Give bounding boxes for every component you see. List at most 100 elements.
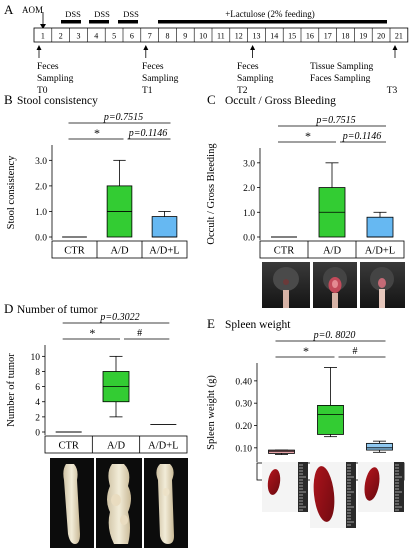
dss-bar-3 [118,20,138,24]
day-11-label: 11 [217,32,225,41]
aom-arrow-head [40,24,46,29]
panel-b-letter: B [4,92,13,107]
y-tick-label: 3.0 [35,157,47,167]
panel-c-letter: C [207,92,216,107]
chart-panel-c: C Occult / Gross Bleeding 0.0 1.0 2.0 3.0 Occu… [206,92,405,259]
dss-bar-1 [61,20,81,24]
panel-d-photos [50,458,188,548]
day-6-label: 6 [130,32,134,41]
category-table [259,240,405,259]
day-timeline-frame [33,27,409,43]
overall-p-value: p=0.3022 [99,312,139,323]
pair-p-value: # [353,346,358,357]
y-tick-label: 6 [35,383,40,393]
day-10-label: 10 [199,32,207,41]
day-20-label: 20 [377,32,385,41]
star-marker: * [303,344,309,358]
chart-title: Spleen weight [225,319,291,331]
day-2-label: 2 [59,32,63,41]
chart-panel-d: D Number of tumor 0 2 4 6 8 10 Number of tumor CT… [4,301,188,454]
box-ad [318,162,346,238]
dss-label-3: DSS [123,9,139,19]
sampling-text: Sampling [237,74,274,84]
day-timeline: 1 2 3 4 5 6 7 8 9 10 11 12 13 14 15 16 17 18 19 20 21 [33,27,409,43]
overall-p-value: p=0.7515 [315,115,355,126]
y-axis-label: Occult / Gross Bleeding [206,143,217,245]
sampling-text: T0 [37,86,48,96]
panel-e-photos [262,462,404,528]
y-axis-label: Stool consistency [6,155,17,230]
sampling-text: Sampling [37,74,74,84]
sampling-text: Feces [237,62,259,72]
spleen-photo-ctr [262,462,308,512]
overall-p-value: p=0. 8020 [313,330,356,341]
sampling-text: T1 [142,86,153,96]
spleen-photo-adl [358,462,404,512]
day-16-label: 16 [306,32,314,41]
y-tick-label: 0.0 [35,234,47,244]
y-axis-label: Spleen weight (g) [206,375,217,450]
sampling-text: Faces Sampling [310,74,371,84]
pair-p-value: p=0.1146 [128,128,168,139]
sampling-text: Tissue Sampling [310,62,374,72]
iqr-box [317,405,344,435]
category-label: A/D [107,441,126,452]
y-tick-label: 0 [35,429,40,439]
iqr-box [151,216,178,238]
mouse-photo-ad [313,262,357,308]
iqr-box [366,442,393,451]
category-label: CTR [58,441,78,452]
box-adl [366,211,394,238]
dss-bar-2 [89,20,109,24]
category-label: A/D [323,246,342,257]
y-tick-label: 0.20 [235,422,252,432]
pair-p-value: p=0.1146 [342,131,382,142]
y-tick-label: 0.0 [243,234,255,244]
category-label: CTR [274,246,294,257]
sampling-text: Sampling [142,74,179,84]
box-ad [102,355,130,418]
y-tick-label: 0.30 [235,400,252,410]
chart-title: Number of tumor [17,304,98,316]
day-3-label: 3 [77,32,81,41]
star-marker: * [94,126,100,140]
sampling-points: Feces Sampling T0 Feces Sampling T1 Feces Sampl… [36,45,398,96]
mouse-photo-adl [360,262,405,308]
sampling-arrow-head [143,45,149,50]
day-15-label: 15 [288,32,296,41]
category-label: CTR [64,246,84,257]
ruler-ticks [299,464,402,526]
category-label: A/D+L [365,246,395,257]
day-7-label: 7 [148,32,152,41]
colon-photo-adl [144,458,188,548]
y-tick-label: 3.0 [243,159,255,169]
category-table [44,435,188,454]
y-tick-label: 8 [35,368,40,378]
day-13-label: 13 [253,32,261,41]
star-marker: * [305,129,311,143]
dss-label-2: DSS [94,9,110,19]
day-1-label: 1 [41,32,45,41]
pair-p-value: # [137,328,142,339]
category-label: A/D [110,246,129,257]
panel-a-letter: A [4,2,14,17]
y-tick-label: 1.0 [243,209,255,219]
chart-panel-e: E Spleen weight 0.10 0.20 0.30 0.40 Spleen wei… [206,316,405,481]
dss-label-1: DSS [65,9,81,19]
y-axis-label: Number of tumor [6,353,17,427]
category-table [51,240,188,259]
sampling-text: T2 [237,86,248,96]
iqr-box [366,216,394,238]
colon-photo-ad [96,458,142,548]
category-label: A/D+L [149,246,179,257]
lactulose-label: +Lactulose (2% feeding) [225,9,315,19]
mouse-photo-ctr [262,262,310,308]
box-ad [317,367,344,438]
star-marker: * [89,326,95,340]
day-21-label: 21 [395,32,403,41]
sampling-text: Feces [37,62,59,72]
box-adl [366,440,393,453]
y-tick-label: 2.0 [35,182,47,192]
sampling-arrow-head [250,45,256,50]
y-tick-label: 2.0 [243,184,255,194]
